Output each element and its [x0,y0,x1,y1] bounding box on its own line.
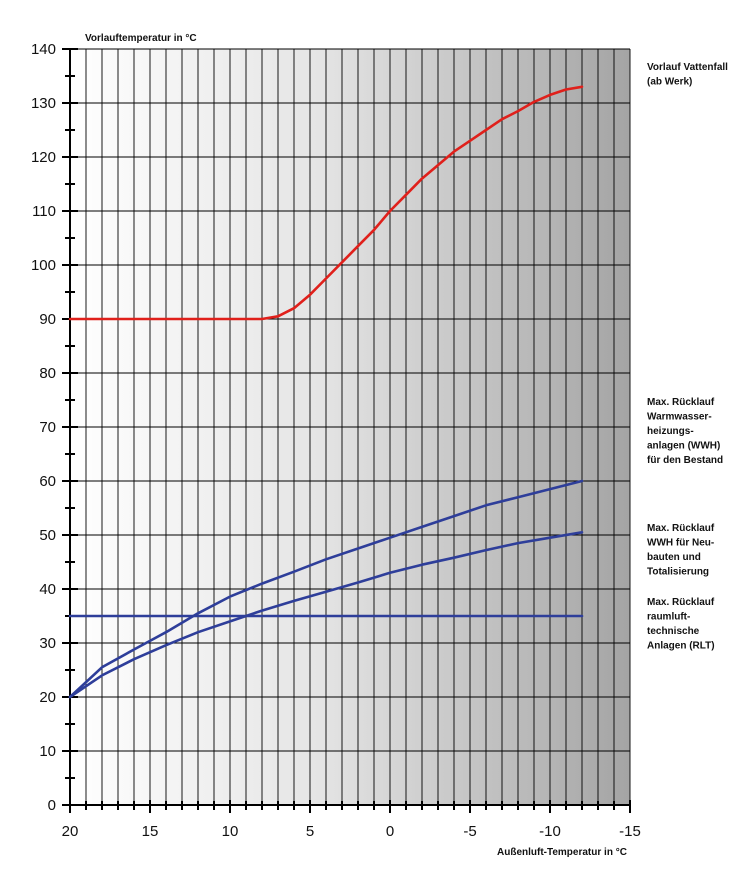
y-tick-label: 50 [39,527,56,544]
legend-label-series-4: raumluft- [647,612,690,623]
legend: Vorlauf Vattenfall (ab Werk) Max. Rücklauf… [647,62,728,652]
legend-label-series-2: für den Bestand [647,455,723,466]
legend-label-series-4: Max. Rücklauf [647,597,715,608]
x-tick-label: 20 [62,823,79,840]
legend-label-series-1: Vorlauf Vattenfall [647,62,728,73]
y-tick-label: 40 [39,581,56,598]
legend-label-series-4: Anlagen (RLT) [647,641,715,652]
x-tick-label: -5 [463,823,476,840]
legend-label-series-2: anlagen (WWH) [647,441,720,452]
y-tick-label: 0 [48,797,56,814]
y-tick-label: 80 [39,365,56,382]
series-line-1 [68,85,584,321]
x-tick-label: -15 [619,823,641,840]
y-tick-label: 120 [31,149,56,166]
y-tick-label: 110 [32,203,56,220]
x-axis-title: Außenluft-Temperatur in °C [497,847,627,858]
legend-label-series-3: Totalisierung [647,567,709,578]
y-tick-label: 100 [31,257,56,274]
series-line-3 [68,530,584,699]
series-line-2 [68,479,584,699]
x-tick-label: 15 [142,823,159,840]
legend-label-series-4: technische [647,626,700,637]
legend-label-series-1: (ab Werk) [647,77,692,88]
y-tick-label: 130 [31,95,56,112]
y-tick-label: 90 [39,311,56,328]
y-tick-label: 70 [39,419,56,436]
legend-label-series-2: heizungs- [647,426,694,437]
x-tick-label: 0 [386,823,394,840]
legend-label-series-3: WWH für Neu- [647,538,714,549]
x-tick-label: 5 [306,823,314,840]
series [68,85,584,699]
y-tick-label: 30 [39,635,56,652]
legend-label-series-3: bauten und [647,552,701,563]
y-tick-label: 20 [39,689,56,706]
grid [70,48,631,805]
y-tick-label: 10 [39,743,56,760]
y-tick-label: 140 [31,41,56,58]
x-tick-label: 10 [222,823,239,840]
x-tick-label: -10 [539,823,561,840]
legend-label-series-3: Max. Rücklauf [647,523,715,534]
y-tick-label: 60 [39,473,56,490]
y-axis-title: Vorlauftemperatur in °C [85,33,197,44]
legend-label-series-2: Max. Rücklauf [647,397,715,408]
legend-label-series-2: Warmwasser- [647,412,712,423]
